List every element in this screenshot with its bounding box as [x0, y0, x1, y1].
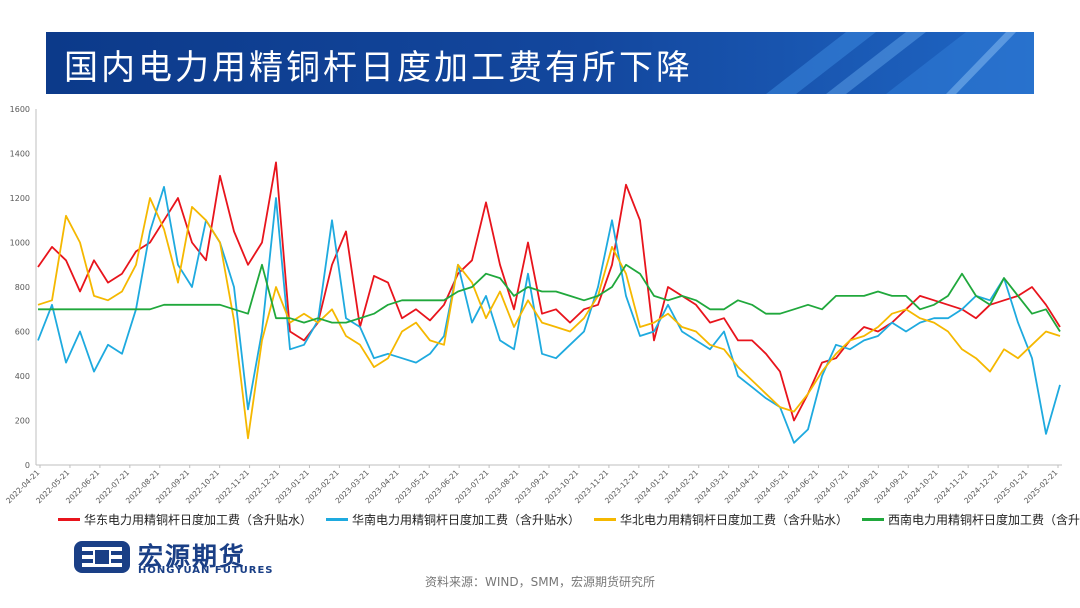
legend-item-3: 西南电力用精铜杆日度加工费（含升贴水）	[862, 511, 1080, 528]
chart-legend: 华东电力用精铜杆日度加工费（含升贴水） 华南电力用精铜杆日度加工费（含升贴水） 华北…	[58, 510, 1080, 530]
legend-label: 西南电力用精铜杆日度加工费（含升贴水）	[888, 513, 1080, 527]
page-title: 国内电力用精铜杆日度加工费有所下降	[64, 48, 693, 88]
legend-label: 华北电力用精铜杆日度加工费（含升贴水）	[620, 513, 849, 527]
y-tick-label: 1000	[10, 239, 30, 248]
line-chart: 020040060080010001200140016002022-04-212…	[4, 105, 1062, 505]
series-line-1	[37, 186, 1061, 444]
banner-background	[46, 32, 1034, 94]
data-source-note: 资料来源：WIND，SMM，宏源期货研究所	[425, 575, 655, 589]
legend-label: 华东电力用精铜杆日度加工费（含升贴水）	[84, 513, 313, 527]
y-tick-label: 1600	[10, 105, 30, 114]
series-line-2	[37, 197, 1061, 440]
legend-item-2: 华北电力用精铜杆日度加工费（含升贴水）	[594, 511, 848, 528]
y-tick-label: 600	[15, 328, 30, 337]
y-tick-label: 0	[25, 461, 30, 470]
y-tick-label: 1200	[10, 194, 30, 203]
title-banner: 国内电力用精铜杆日度加工费有所下降	[46, 32, 1034, 94]
y-tick-label: 800	[15, 283, 30, 292]
legend-item-1: 华南电力用精铜杆日度加工费（含升贴水）	[326, 511, 580, 528]
legend-swatch	[862, 518, 885, 521]
legend-item-0: 华东电力用精铜杆日度加工费（含升贴水）	[58, 511, 312, 528]
legend-swatch	[326, 518, 349, 521]
y-tick-label: 1400	[10, 150, 30, 159]
legend-swatch	[594, 518, 617, 521]
legend-label: 华南电力用精铜杆日度加工费（含升贴水）	[352, 513, 581, 527]
chart-area: 0 200 400 600 800 1000 1200 1400 1600 2022-04-21 2…	[0, 100, 1080, 540]
logo-mark-icon	[74, 541, 130, 573]
company-logo: 宏源期货 HONGYUAN FUTURES	[72, 537, 312, 577]
legend-swatch	[58, 518, 80, 521]
series-line-3	[38, 263, 1061, 332]
y-tick-label: 200	[15, 417, 30, 426]
logo-name-cn: 宏源期货	[138, 542, 247, 571]
logo-name-en: HONGYUAN FUTURES	[138, 565, 274, 576]
y-tick-label: 400	[15, 372, 30, 381]
